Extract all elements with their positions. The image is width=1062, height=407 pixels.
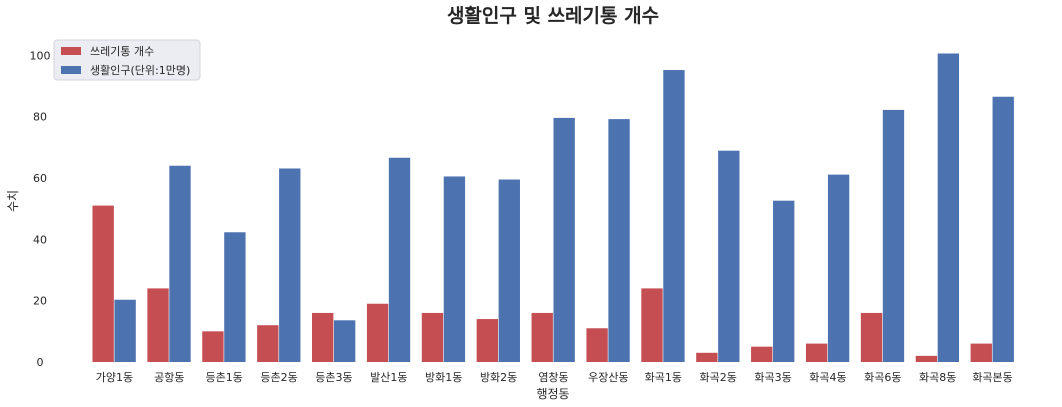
y-tick-label: 20 [33, 295, 47, 308]
legend-box [53, 39, 201, 81]
x-tick-label: 화곡4동 [809, 371, 846, 384]
bar-bins [586, 328, 608, 362]
bar-population [663, 70, 685, 362]
bar-bins [751, 346, 773, 362]
y-axis-label: 수치 [6, 190, 20, 212]
x-tick-label: 화곡본동 [972, 371, 1012, 384]
x-tick-label: 공항동 [154, 371, 184, 384]
chart-title: 생활인구 및 쓰레기통 개수 [447, 5, 659, 27]
plot-area: 0 20 40 60 80 100 가양1동 공항동 등촌1동 등촌2동 등촌3동 발산1동 방화1동 방… [30, 49, 1014, 384]
bar-population [498, 179, 520, 362]
bar-population [773, 200, 795, 362]
bar-bins [421, 312, 444, 362]
x-tick-label: 등촌1동 [206, 371, 243, 384]
bar-bins [641, 288, 663, 362]
x-tick-label: 가양1동 [96, 371, 133, 384]
legend-label: 쓰레기통 개수 [90, 45, 154, 58]
bar-bins [312, 312, 334, 362]
bar-bins [696, 352, 718, 362]
x-tick-label: 우장산동 [588, 371, 628, 384]
bar-bins [970, 343, 992, 362]
x-tick-label: 발산1동 [370, 371, 407, 384]
bar-population [224, 232, 246, 362]
bar-population [937, 53, 960, 362]
x-tick-label: 화곡2동 [699, 371, 736, 384]
bar-bins [202, 331, 224, 362]
bar-population [443, 176, 466, 362]
bar-bins [805, 343, 828, 362]
bar-bins [366, 303, 389, 362]
bar-population [279, 168, 301, 362]
x-tick-label: 등촌3동 [315, 371, 352, 384]
x-tick-label: 방화1동 [425, 371, 462, 384]
bar-population [114, 299, 136, 362]
bar-population [388, 157, 411, 362]
bar-population [992, 96, 1014, 362]
x-axis-label: 행정동 [536, 386, 569, 401]
bar-bins [915, 355, 938, 362]
x-tick-label: 등촌2동 [260, 371, 297, 384]
bar-population [553, 117, 575, 362]
bar-population [882, 109, 905, 362]
y-tick-label: 60 [33, 172, 47, 185]
bar-bins [476, 319, 499, 362]
y-tick-label: 80 [33, 111, 47, 124]
bar-bins [860, 312, 883, 362]
legend-label: 생활인구(단위:1만명) [90, 63, 190, 77]
bar-population [718, 150, 740, 362]
bar-bins [531, 312, 553, 362]
legend-swatch [61, 47, 81, 55]
bar-bins [257, 325, 279, 362]
x-tick-label: 화곡3동 [754, 371, 791, 384]
bar-population [827, 174, 850, 362]
x-tick-label: 화곡6동 [864, 371, 901, 384]
legend-swatch [61, 66, 81, 74]
y-tick-label: 100 [30, 49, 51, 62]
x-tick-label: 염창동 [538, 371, 568, 384]
bar-bins [147, 288, 169, 362]
y-tick-label: 0 [37, 356, 44, 369]
x-tick-label: 화곡1동 [645, 371, 682, 384]
bar-population [333, 320, 356, 362]
bar-population [169, 165, 191, 362]
bar-population [608, 119, 630, 363]
x-tick-label: 방화2동 [480, 371, 517, 384]
x-tick-label: 화곡8동 [919, 371, 956, 384]
y-tick-label: 40 [33, 233, 47, 246]
bar-bins [92, 205, 114, 362]
